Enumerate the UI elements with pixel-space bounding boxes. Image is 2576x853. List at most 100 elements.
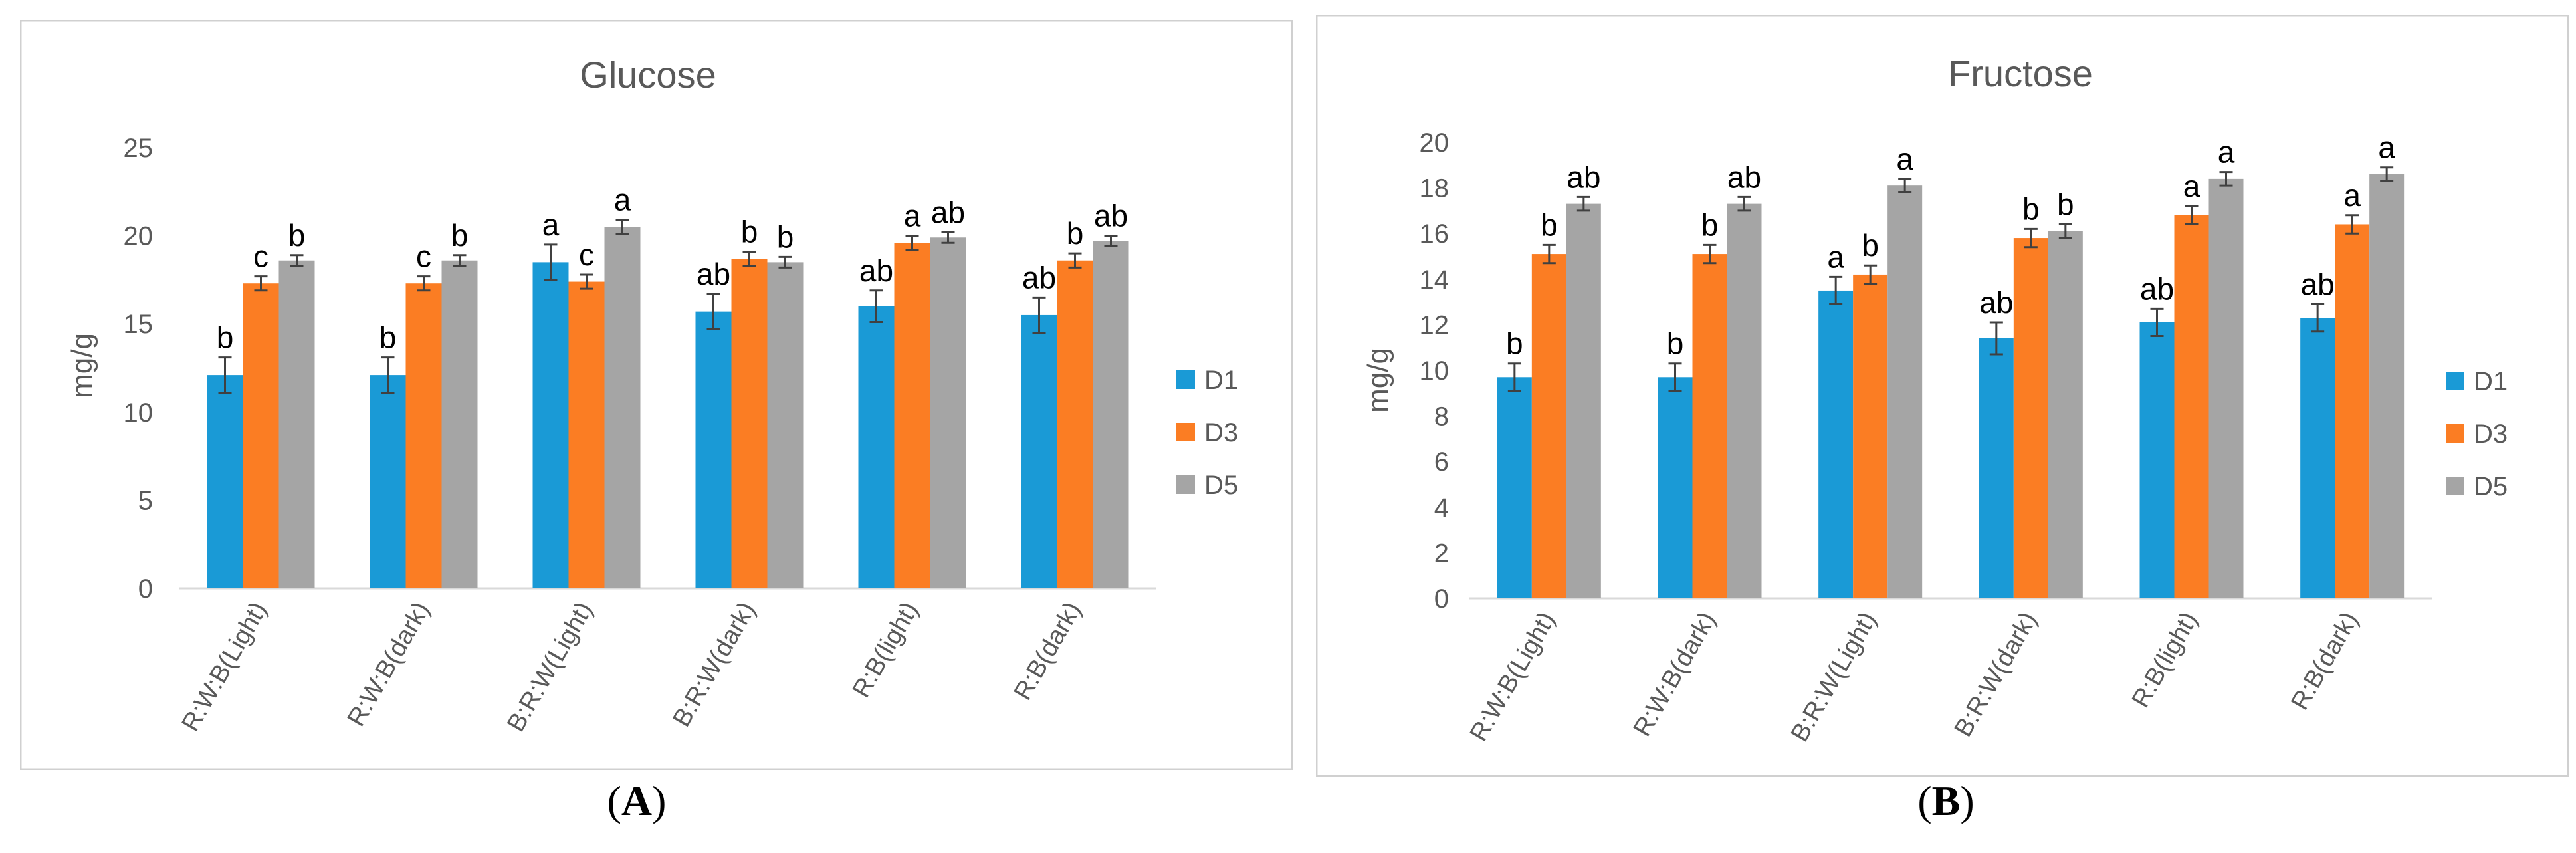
significance-letter: ab — [931, 195, 965, 229]
y-tick-label: 2 — [1434, 539, 1449, 568]
significance-letter: ab — [697, 257, 730, 291]
significance-letter: b — [1067, 216, 1084, 251]
legend-swatch-d5 — [1176, 475, 1195, 494]
y-tick-label: 10 — [124, 398, 154, 427]
significance-letter: b — [2022, 191, 2040, 226]
bar-d5 — [604, 227, 641, 589]
bar-d5 — [1566, 203, 1601, 598]
bar-d5 — [1727, 203, 1762, 598]
significance-letter: c — [416, 239, 431, 274]
bar-d3 — [2335, 224, 2370, 599]
legend-swatch-d3 — [1176, 423, 1195, 441]
significance-letter: a — [1896, 142, 1913, 176]
legend-label-d3: D3 — [1204, 418, 1238, 447]
fructose-chart: Fructosemg/g02468101214161820bbabR:W:B(L… — [1316, 15, 2569, 777]
significance-letter: b — [1862, 228, 1879, 263]
significance-letter: b — [1701, 207, 1719, 242]
significance-letter: ab — [1094, 199, 1128, 233]
significance-letter: b — [1541, 207, 1558, 242]
y-tick-label: 25 — [124, 134, 154, 163]
significance-letter: ab — [1979, 285, 2013, 320]
bar-d5 — [1887, 185, 1923, 598]
bar-d5 — [2208, 178, 2244, 598]
significance-letter: c — [579, 237, 594, 272]
bar-d1 — [1658, 377, 1693, 598]
bar-d1 — [370, 375, 406, 588]
y-tick-label: 10 — [1420, 356, 1449, 386]
significance-letter: ab — [1566, 160, 1600, 194]
significance-letter: c — [253, 239, 268, 274]
significance-letter: a — [2183, 169, 2200, 203]
significance-letter: a — [2218, 135, 2235, 170]
bar-d3 — [1692, 254, 1727, 598]
legend-swatch-d1 — [1176, 370, 1195, 389]
bar-d5 — [278, 260, 315, 588]
significance-letter: ab — [1022, 260, 1056, 295]
bar-d5 — [1093, 241, 1129, 588]
significance-letter: ab — [859, 253, 893, 288]
bar-d1 — [695, 311, 732, 588]
legend-label-d1: D1 — [1204, 366, 1238, 395]
glucose-chart: Glucosemg/g0510152025bcbR:W:B(Light)bcbR… — [20, 20, 1293, 770]
y-tick-label: 4 — [1434, 493, 1449, 523]
legend-label-d5: D5 — [1204, 471, 1238, 500]
bar-d3 — [2013, 238, 2048, 598]
bar-d3 — [405, 283, 442, 588]
chart-title: Glucose — [580, 54, 716, 96]
significance-letter: a — [2343, 178, 2361, 213]
significance-letter: a — [904, 199, 921, 233]
bar-d5 — [2369, 174, 2405, 598]
significance-letter: b — [1506, 326, 1523, 361]
bar-d5 — [930, 237, 966, 588]
bar-d1 — [1818, 290, 1854, 598]
significance-letter: b — [379, 320, 397, 355]
chart-title: Fructose — [1948, 53, 2093, 94]
significance-letter: ab — [2140, 271, 2174, 306]
significance-letter: b — [451, 218, 469, 253]
bar-d3 — [2174, 215, 2209, 598]
y-tick-label: 18 — [1420, 174, 1449, 203]
y-tick-label: 15 — [124, 310, 154, 339]
bar-d1 — [2300, 318, 2335, 598]
bar-d3 — [568, 281, 605, 588]
significance-letter: a — [614, 183, 631, 217]
y-tick-label: 20 — [124, 222, 154, 251]
y-tick-label: 5 — [138, 486, 153, 515]
significance-letter: b — [217, 320, 234, 355]
significance-letter: a — [1827, 239, 1844, 274]
bar-d5 — [2048, 231, 2083, 598]
bar-d3 — [1853, 274, 1888, 598]
y-tick-label: 6 — [1434, 447, 1449, 477]
legend-label-d5: D5 — [2474, 472, 2508, 501]
bar-d1 — [2139, 322, 2175, 598]
y-axis-label: mg/g — [66, 333, 98, 398]
significance-letter: a — [542, 207, 560, 242]
y-tick-label: 12 — [1420, 310, 1449, 340]
bar-d1 — [532, 262, 569, 588]
bar-d3 — [894, 243, 930, 588]
bar-d3 — [1531, 254, 1566, 598]
significance-letter: b — [2057, 187, 2074, 221]
bar-d3 — [243, 283, 279, 588]
bar-d1 — [1497, 377, 1532, 598]
y-tick-label: 0 — [138, 574, 153, 604]
bar-d3 — [1057, 260, 1093, 588]
significance-letter: b — [288, 218, 306, 253]
bar-d5 — [767, 262, 804, 588]
bar-d1 — [207, 375, 243, 588]
panel-label-b: (B) — [1917, 777, 1975, 824]
legend-label-d1: D1 — [2474, 367, 2508, 396]
significance-letter: b — [777, 219, 794, 254]
y-tick-label: 8 — [1434, 402, 1449, 431]
legend-swatch-d1 — [2446, 372, 2464, 390]
bar-d1 — [858, 306, 895, 588]
legend-swatch-d3 — [2446, 424, 2464, 443]
significance-letter: b — [1667, 326, 1684, 361]
significance-letter: b — [741, 214, 758, 249]
y-axis-label: mg/g — [1362, 348, 1394, 413]
significance-letter: ab — [1727, 160, 1761, 194]
bar-d5 — [441, 260, 478, 588]
y-tick-label: 0 — [1434, 584, 1449, 614]
y-tick-label: 14 — [1420, 265, 1449, 295]
significance-letter: a — [2378, 130, 2395, 165]
